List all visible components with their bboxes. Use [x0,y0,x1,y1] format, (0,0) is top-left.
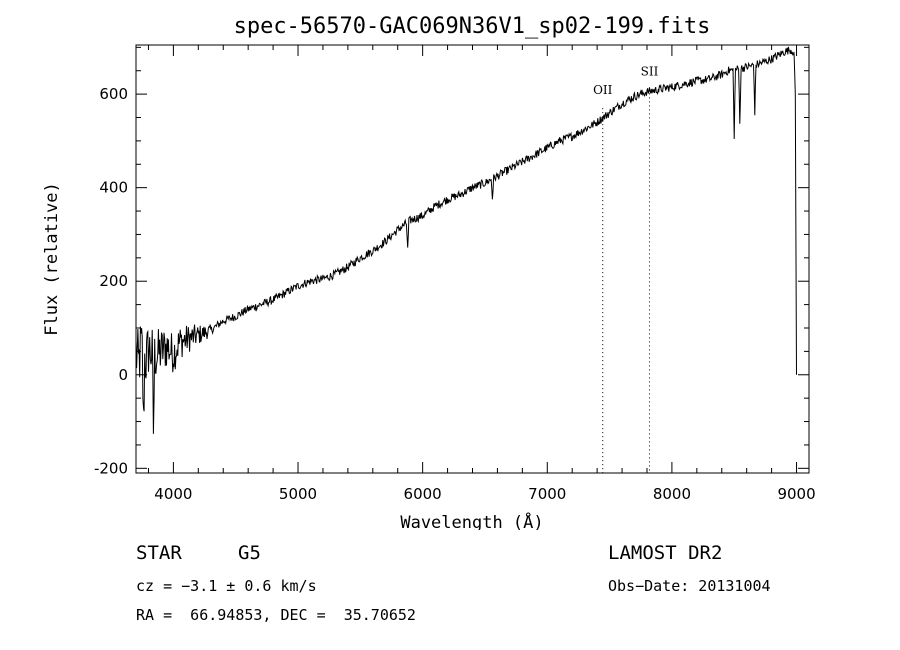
redshift-velocity: cz = −3.1 ± 0.6 km/s [136,577,317,595]
line-annotations: OII SII [593,64,659,473]
coordinates: RA = 66.94853, DEC = 35.70652 [136,606,416,624]
x-axis-label: Wavelength (Å) [400,511,543,530]
x-tick-label: 7000 [528,485,566,503]
axis-tick-labels: 4000 5000 6000 7000 8000 9000 -200 0 200 400 600 [94,85,816,503]
x-tick-label: 8000 [653,485,691,503]
x-tick-label: 6000 [404,485,442,503]
x-tick-label: 4000 [154,485,192,503]
y-tick-label: 0 [118,366,128,384]
spectrum-chart: spec-56570-GAC069N36V1_sp02-199.fits 400… [42,14,816,530]
y-tick-label: 400 [99,179,128,197]
annotation-label: OII [593,83,613,97]
spectrum-line [135,46,797,434]
y-tick-label: -200 [94,459,128,477]
chart-title: spec-56570-GAC069N36V1_sp02-199.fits [234,14,711,39]
x-tick-label: 5000 [279,485,317,503]
y-tick-label: 600 [99,85,128,103]
object-subclass: G5 [238,542,261,564]
y-tick-label: 200 [99,272,128,290]
object-class: STAR [136,542,182,564]
x-tick-label: 9000 [777,485,815,503]
y-axis-label: Flux (relative) [42,182,62,336]
axis-ticks [136,45,809,473]
annotation-label: SII [641,64,659,78]
observation-date: Obs−Date: 20131004 [608,577,771,595]
survey-name: LAMOST DR2 [608,542,723,564]
plot-frame [135,44,810,474]
